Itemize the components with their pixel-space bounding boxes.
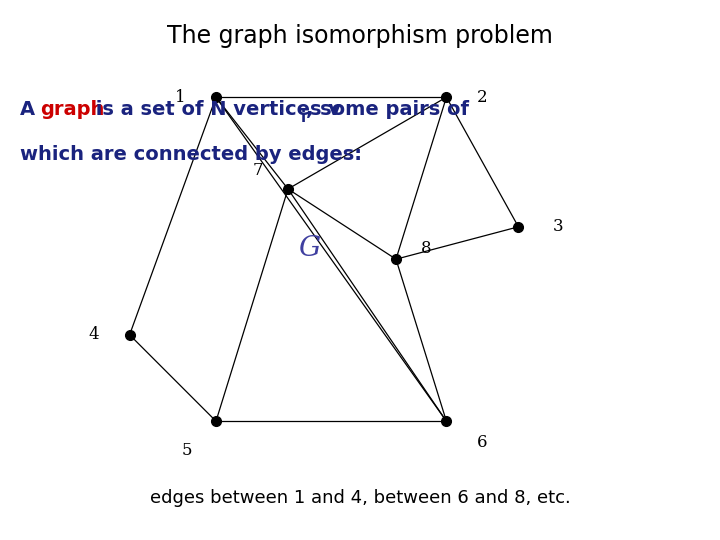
Text: is a set of N vertices v: is a set of N vertices v [89,100,341,119]
Text: , some pairs of: , some pairs of [306,100,469,119]
Text: i: i [301,110,306,125]
Text: The graph isomorphism problem: The graph isomorphism problem [167,24,553,48]
Text: 2: 2 [477,89,487,106]
Text: G: G [299,235,320,262]
Text: 3: 3 [553,218,563,235]
Text: which are connected by edges:: which are connected by edges: [20,145,362,164]
Text: 1: 1 [175,89,185,106]
Text: 8: 8 [421,240,431,257]
Text: edges between 1 and 4, between 6 and 8, etc.: edges between 1 and 4, between 6 and 8, … [150,489,570,507]
Text: 4: 4 [89,326,99,343]
Text: 6: 6 [477,434,487,451]
Text: 5: 5 [182,442,192,460]
Text: A: A [20,100,42,119]
Text: 7: 7 [253,161,263,179]
Text: graph: graph [40,100,104,119]
